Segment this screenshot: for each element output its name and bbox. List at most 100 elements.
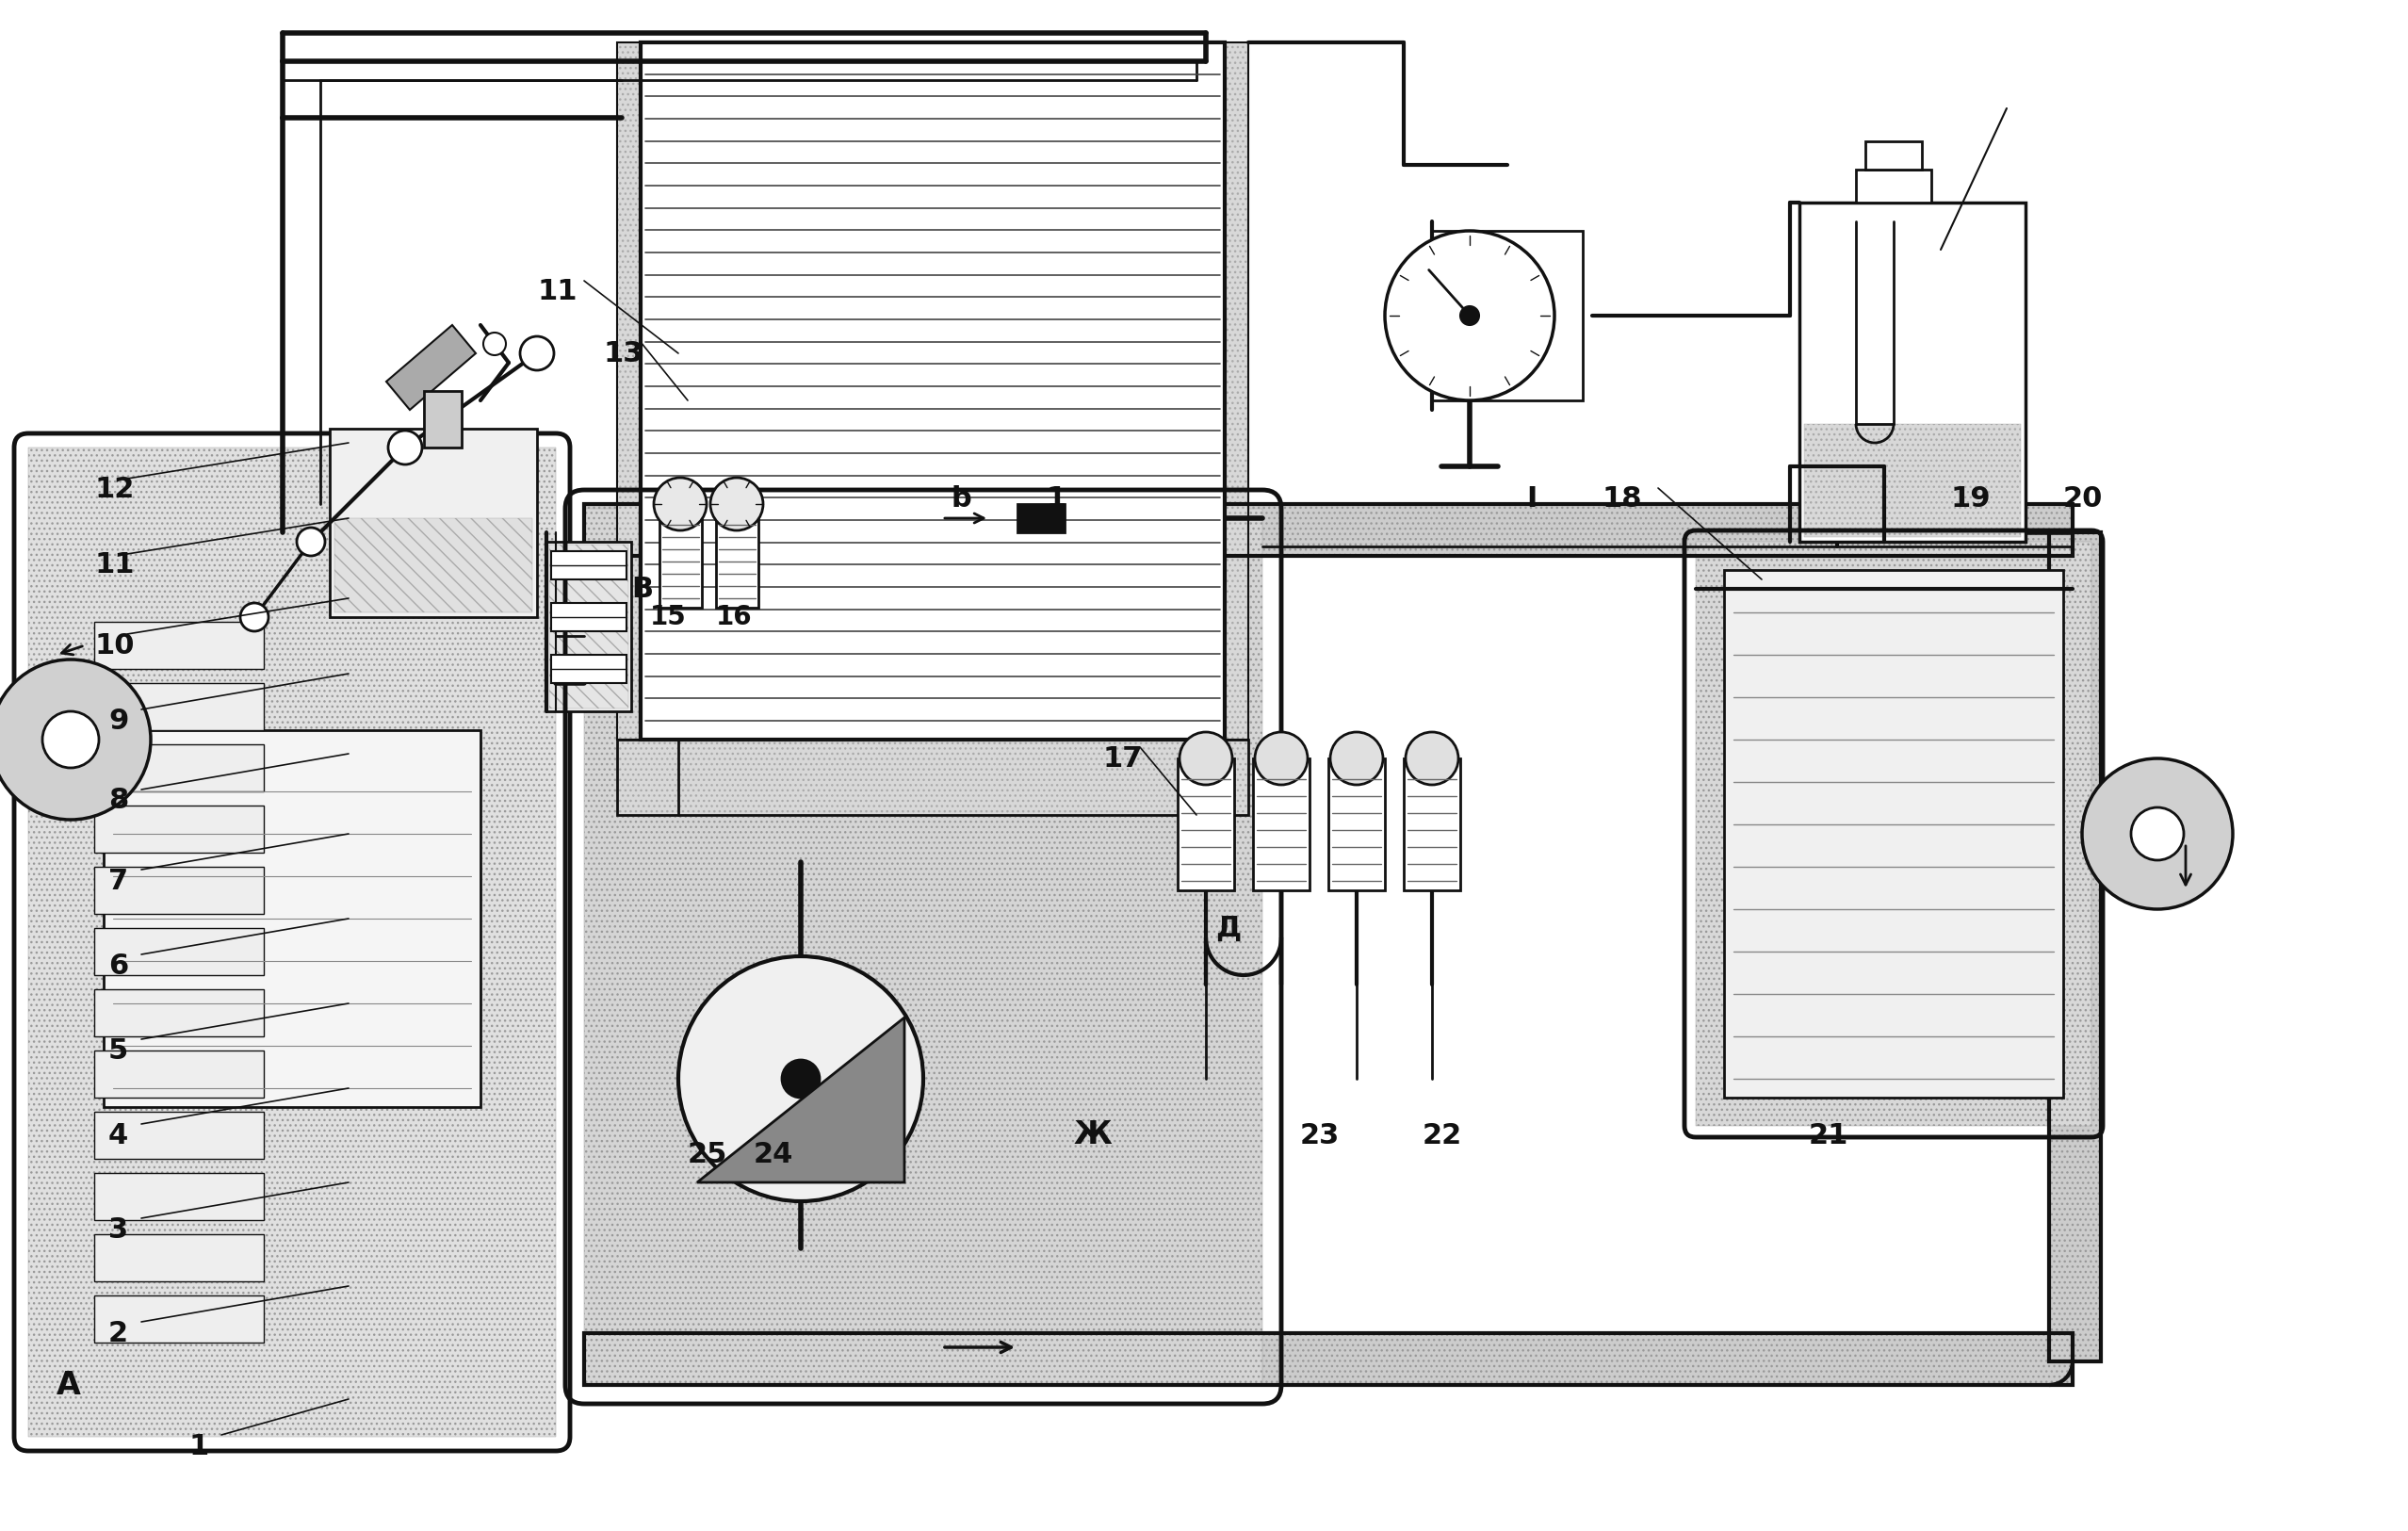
Bar xyxy=(94,805,265,853)
Bar xyxy=(330,429,537,617)
Text: 16: 16 xyxy=(715,603,751,631)
Bar xyxy=(641,43,1226,739)
Bar xyxy=(616,43,641,739)
Text: 15: 15 xyxy=(650,603,686,631)
Polygon shape xyxy=(698,1018,905,1182)
Bar xyxy=(551,551,626,579)
Bar xyxy=(715,504,759,608)
Bar xyxy=(585,504,2073,556)
Bar xyxy=(1695,542,2093,1125)
Text: 8: 8 xyxy=(108,787,128,814)
Text: 21: 21 xyxy=(1808,1122,1849,1148)
Circle shape xyxy=(43,712,99,769)
Circle shape xyxy=(0,660,152,819)
Circle shape xyxy=(296,528,325,556)
Circle shape xyxy=(484,332,506,355)
Bar xyxy=(1804,424,2020,537)
Bar xyxy=(1252,758,1310,891)
Bar xyxy=(94,1234,265,1281)
Circle shape xyxy=(655,478,706,530)
Bar xyxy=(1404,758,1459,891)
Bar xyxy=(335,517,532,612)
Bar xyxy=(585,1334,2073,1386)
Text: 25: 25 xyxy=(689,1141,727,1168)
Bar xyxy=(94,989,265,1036)
Text: 19: 19 xyxy=(1950,485,1991,513)
Bar xyxy=(585,504,2073,556)
Circle shape xyxy=(2083,758,2232,909)
Circle shape xyxy=(1255,732,1308,785)
Text: Ж: Ж xyxy=(1074,1119,1112,1151)
Bar xyxy=(660,504,701,608)
Circle shape xyxy=(388,430,421,464)
Bar xyxy=(1226,43,1247,739)
Text: 13: 13 xyxy=(602,340,643,367)
Text: A: A xyxy=(55,1369,82,1401)
Text: 11: 11 xyxy=(537,279,578,306)
Bar xyxy=(1178,758,1235,891)
Bar xyxy=(94,1173,265,1220)
Text: 2: 2 xyxy=(108,1320,128,1347)
Text: 5: 5 xyxy=(108,1036,128,1064)
Circle shape xyxy=(1329,732,1382,785)
Text: 4: 4 xyxy=(108,1122,128,1148)
Bar xyxy=(1433,231,1582,401)
Text: 9: 9 xyxy=(108,707,128,735)
Bar xyxy=(549,545,628,709)
Bar xyxy=(1799,202,2025,542)
Bar xyxy=(29,447,556,1436)
Circle shape xyxy=(1406,732,1459,785)
Bar xyxy=(585,1334,2073,1386)
Bar xyxy=(94,1295,265,1343)
Circle shape xyxy=(679,957,922,1202)
Bar xyxy=(551,655,626,683)
Text: В: В xyxy=(631,576,653,603)
Text: 10: 10 xyxy=(94,632,135,658)
Text: 22: 22 xyxy=(1423,1122,1462,1148)
Text: 3: 3 xyxy=(108,1216,128,1243)
Text: 24: 24 xyxy=(754,1141,795,1168)
Bar xyxy=(2049,533,2100,1361)
Circle shape xyxy=(1385,231,1556,401)
Circle shape xyxy=(2131,807,2184,860)
Bar xyxy=(94,867,265,914)
Bar xyxy=(94,683,265,730)
Bar xyxy=(94,1112,265,1159)
Circle shape xyxy=(1180,732,1233,785)
Text: Д: Д xyxy=(1216,914,1240,942)
Bar xyxy=(2049,533,2100,1361)
Circle shape xyxy=(1459,306,1479,325)
Text: 18: 18 xyxy=(1601,485,1642,513)
Bar xyxy=(1857,170,1931,202)
Text: 23: 23 xyxy=(1300,1122,1339,1148)
Circle shape xyxy=(710,478,763,530)
Bar xyxy=(104,730,482,1107)
Text: 6: 6 xyxy=(108,952,128,980)
Bar xyxy=(94,744,265,792)
Text: b: b xyxy=(951,485,973,513)
Text: 12: 12 xyxy=(94,476,135,504)
Bar xyxy=(1226,43,1247,739)
Bar xyxy=(1329,758,1385,891)
Circle shape xyxy=(520,337,554,371)
Bar xyxy=(616,739,1247,814)
Text: 7: 7 xyxy=(108,867,128,894)
Text: 1: 1 xyxy=(188,1433,209,1461)
Circle shape xyxy=(783,1059,819,1098)
Polygon shape xyxy=(385,325,477,410)
Bar xyxy=(547,542,631,712)
Bar xyxy=(1724,570,2064,1098)
Bar xyxy=(616,43,641,739)
Text: 17: 17 xyxy=(1103,744,1141,772)
Bar xyxy=(94,1050,265,1098)
Text: 11: 11 xyxy=(94,551,135,579)
Bar xyxy=(94,622,265,669)
Bar xyxy=(94,928,265,975)
Bar xyxy=(1019,504,1064,533)
Text: I: I xyxy=(1527,485,1536,513)
Text: 1: 1 xyxy=(1045,485,1067,513)
Text: 20: 20 xyxy=(2064,485,2102,513)
Bar xyxy=(424,390,462,447)
Bar xyxy=(585,508,1262,1386)
Circle shape xyxy=(241,603,270,631)
